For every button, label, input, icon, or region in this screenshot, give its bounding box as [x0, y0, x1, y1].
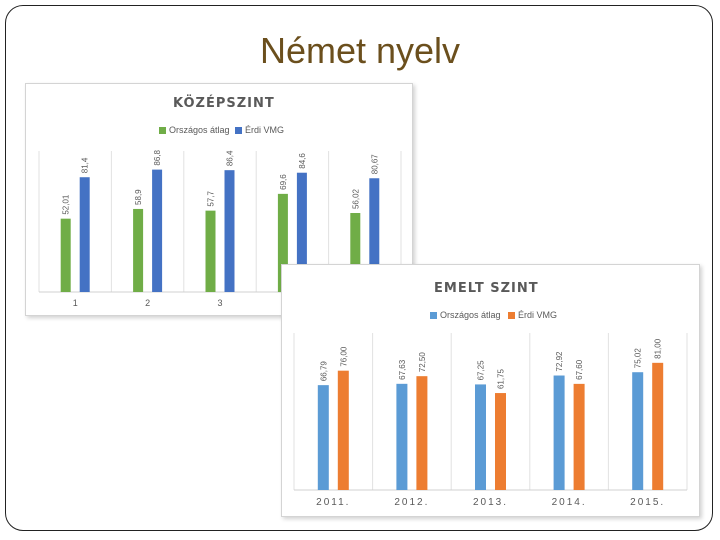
- bar: [495, 393, 506, 490]
- legend-swatch: [159, 127, 166, 134]
- data-label: 84,6: [298, 153, 307, 169]
- bar: [60, 218, 71, 292]
- data-label: 81,4: [81, 157, 90, 173]
- bar: [79, 177, 90, 292]
- category-label: 3: [217, 298, 222, 308]
- bar: [553, 375, 565, 490]
- legend-swatch: [508, 312, 515, 319]
- bar: [475, 384, 486, 490]
- data-label: 76,00: [339, 346, 348, 367]
- legend-swatch: [235, 127, 242, 134]
- chart-kozepszint-svg: KÖZÉPSZINT Országos átlag Érdi VMG 52,01 81,…: [38, 95, 402, 308]
- bar: [224, 170, 235, 292]
- bar: [337, 370, 349, 490]
- bar: [317, 385, 329, 490]
- data-label: 86,8: [153, 149, 162, 165]
- data-label: 72,92: [555, 351, 564, 372]
- legend-label: Érdi VMG: [245, 125, 284, 135]
- bar: [632, 372, 644, 490]
- bar: [416, 376, 428, 490]
- data-label: 58,9: [134, 189, 143, 205]
- category-label: 2: [145, 298, 150, 308]
- bar: [369, 178, 380, 292]
- legend-swatch: [430, 312, 437, 319]
- data-label: 75,02: [634, 348, 643, 369]
- data-label: 67,25: [477, 360, 486, 381]
- data-label: 67,60: [575, 359, 584, 380]
- slide-title: Német nyelv: [259, 30, 461, 71]
- slide-frame: [5, 5, 713, 531]
- category-label: 2011.: [316, 497, 350, 508]
- bar: [396, 383, 408, 490]
- data-label: 86,4: [226, 150, 235, 166]
- data-label: 72,50: [418, 352, 427, 373]
- category-label: 2015.: [630, 497, 665, 508]
- data-label: 69,6: [279, 174, 288, 190]
- data-label: 61,75: [497, 368, 506, 389]
- data-label: 56,02: [351, 188, 360, 209]
- category-label: 2012.: [394, 497, 429, 508]
- data-label: 67,63: [398, 359, 407, 380]
- data-label: 66,79: [319, 361, 328, 382]
- data-label: 52,01: [62, 194, 71, 215]
- category-label: 2014.: [552, 497, 587, 508]
- bar: [296, 172, 307, 292]
- category-label: 1: [73, 298, 78, 308]
- chart-emelt-szint: EMELT SZINT Országos átlag Érdi VMG 66,79 76…: [281, 264, 700, 517]
- bar: [152, 169, 163, 292]
- chart-title: KÖZÉPSZINT: [173, 95, 275, 111]
- legend-label: Érdi VMG: [518, 310, 557, 320]
- bar: [277, 193, 288, 292]
- chart-title: EMELT SZINT: [434, 281, 539, 296]
- data-label: 80,67: [370, 154, 379, 175]
- legend-label: Országos átlag: [440, 310, 501, 320]
- bar: [652, 362, 664, 490]
- bar: [205, 210, 216, 292]
- bar: [133, 208, 144, 292]
- chart-emelt-szint-svg: EMELT SZINT Országos átlag Érdi VMG 66,79 76…: [293, 281, 688, 508]
- bar: [573, 383, 585, 490]
- legend-label: Országos átlag: [169, 125, 230, 135]
- category-label: 2013.: [473, 497, 508, 508]
- data-label: 57,7: [207, 191, 216, 207]
- data-label: 81,00: [654, 338, 663, 359]
- bar: [350, 213, 361, 292]
